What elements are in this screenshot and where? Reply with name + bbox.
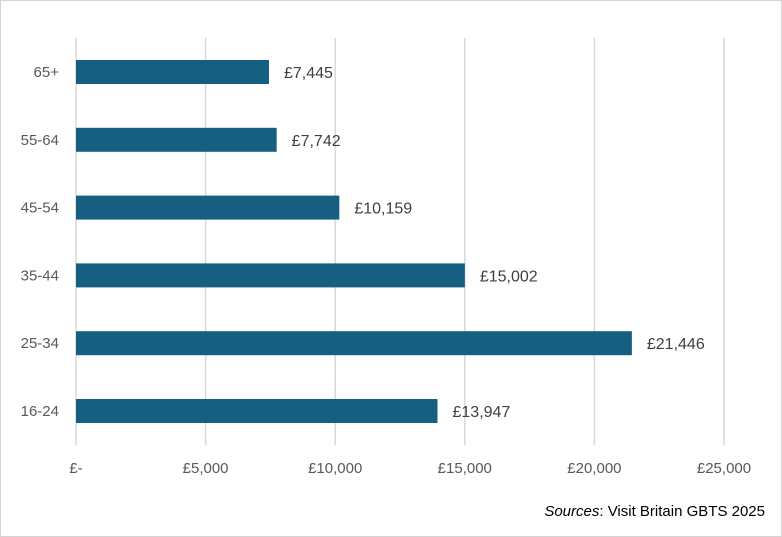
y-tick-label: 16-24 [21,403,59,420]
bar [76,195,340,220]
x-tick-label: £20,000 [567,460,621,477]
y-tick-label: 35-44 [21,267,59,284]
data-label: £21,446 [647,336,705,353]
x-tick-label: £25,000 [697,460,751,477]
y-tick-label: 55-64 [21,132,59,149]
data-label: £7,445 [284,65,333,82]
x-tick-label: £5,000 [183,460,229,477]
y-tick-label: 65+ [34,64,60,81]
x-tick-label: £- [69,460,82,477]
data-label: £10,159 [354,201,412,218]
bar [76,331,632,356]
bar [76,263,465,288]
data-label: £15,002 [480,268,538,285]
y-tick-label: 25-34 [21,335,59,352]
bar [76,127,277,152]
data-label: £13,947 [453,404,511,421]
source-label: Sources [544,503,600,520]
x-tick-label: £15,000 [438,460,492,477]
data-label: £7,742 [292,133,341,150]
bar [76,60,269,84]
x-tick-label: £10,000 [308,460,362,477]
source-text: : Visit Britain GBTS 2025 [599,503,765,520]
bar [76,399,438,423]
source-note: Sources: Visit Britain GBTS 2025 [544,503,765,520]
y-tick-label: 45-54 [21,200,59,217]
